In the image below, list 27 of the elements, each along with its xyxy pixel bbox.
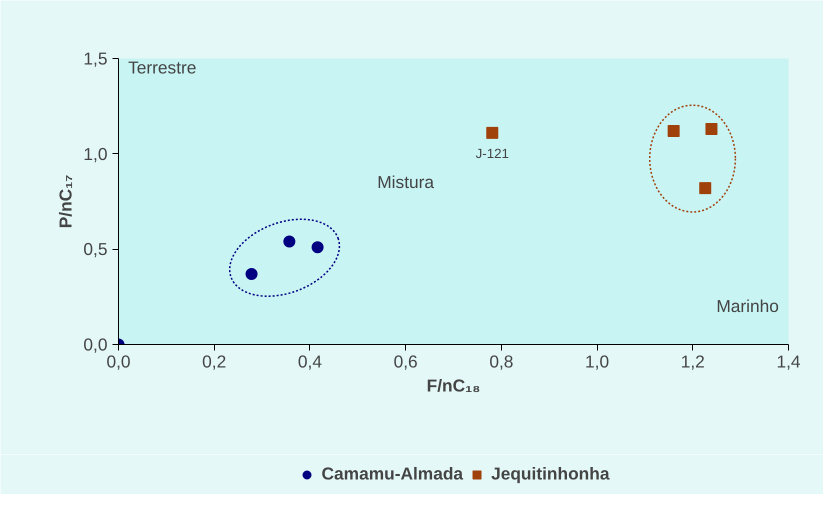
x-tick-label: 0,8	[489, 352, 514, 372]
point	[486, 126, 498, 139]
point	[246, 268, 258, 280]
x-axis-title: F/nC₁₈	[426, 376, 480, 396]
x-tick-label: 0,2	[202, 352, 226, 372]
x-tick-label: 0,4	[298, 352, 322, 372]
legend-label: Jequitinhonha	[491, 464, 610, 484]
point	[312, 241, 324, 254]
point	[283, 236, 296, 248]
y-tick-label: 0,5	[83, 239, 108, 260]
point	[699, 182, 712, 194]
x-tick-label: 1,2	[680, 352, 705, 372]
y-tick-label: 1,0	[83, 144, 108, 164]
annotation: Mistura	[377, 172, 434, 192]
annotation: Terrestre	[128, 58, 196, 78]
x-tick-label: 1,0	[585, 352, 610, 372]
x-tick-label: 0,0	[106, 352, 131, 372]
y-axis-title: P/nC₁₇	[55, 174, 76, 228]
x-tick-label: 0,6	[394, 352, 418, 372]
legend-label: Camamu-Almada	[322, 464, 464, 484]
point	[705, 123, 718, 136]
x-tick-label: 1,4	[776, 352, 801, 372]
annotation: J-121	[476, 146, 509, 161]
y-tick-label: 1,5	[83, 48, 108, 68]
y-tick-label: 0,0	[83, 334, 108, 354]
point	[668, 124, 680, 137]
annotation: Marinho	[716, 296, 779, 316]
